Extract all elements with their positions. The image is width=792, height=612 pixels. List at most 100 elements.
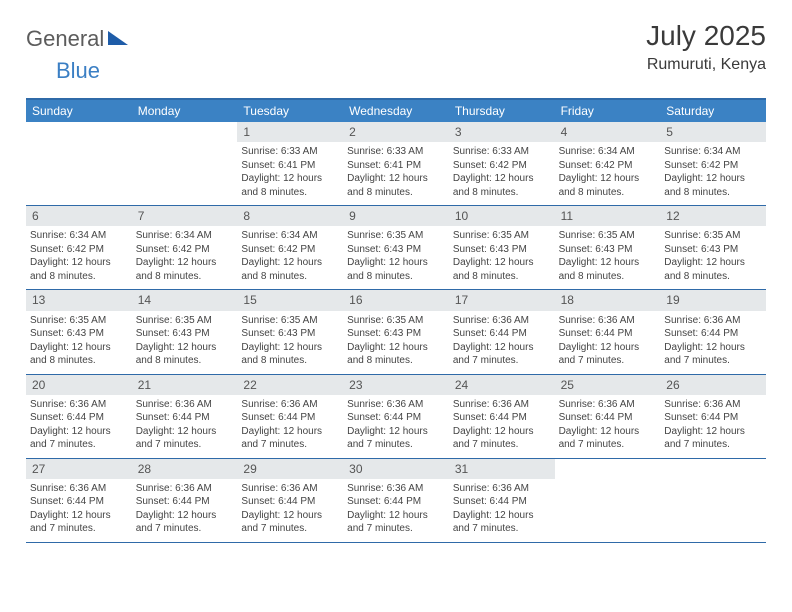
day-day2: and 7 minutes.: [241, 438, 339, 452]
day-cell: 1Sunrise: 6:33 AMSunset: 6:41 PMDaylight…: [237, 122, 343, 205]
weekday-mon: Monday: [132, 100, 238, 122]
day-number: 8: [237, 206, 343, 226]
day-sunset: Sunset: 6:43 PM: [664, 243, 762, 257]
day-day2: and 7 minutes.: [347, 438, 445, 452]
day-day2: and 8 minutes.: [241, 186, 339, 200]
day-day2: and 8 minutes.: [453, 186, 551, 200]
month-title: July 2025: [646, 20, 766, 52]
day-sunrise: Sunrise: 6:36 AM: [241, 482, 339, 496]
day-day2: and 8 minutes.: [241, 270, 339, 284]
weeks-container: 1Sunrise: 6:33 AMSunset: 6:41 PMDaylight…: [26, 122, 766, 543]
day-cell: 19Sunrise: 6:36 AMSunset: 6:44 PMDayligh…: [660, 290, 766, 373]
day-number: 12: [660, 206, 766, 226]
day-sunrise: Sunrise: 6:35 AM: [30, 314, 128, 328]
day-day2: and 7 minutes.: [453, 438, 551, 452]
day-day1: Daylight: 12 hours: [30, 425, 128, 439]
day-sunrise: Sunrise: 6:33 AM: [241, 145, 339, 159]
day-sunset: Sunset: 6:44 PM: [347, 495, 445, 509]
day-sunset: Sunset: 6:44 PM: [136, 411, 234, 425]
day-number: [132, 122, 238, 142]
day-cell: 26Sunrise: 6:36 AMSunset: 6:44 PMDayligh…: [660, 375, 766, 458]
day-day2: and 8 minutes.: [241, 354, 339, 368]
day-cell: 14Sunrise: 6:35 AMSunset: 6:43 PMDayligh…: [132, 290, 238, 373]
day-number: 4: [555, 122, 661, 142]
day-day1: Daylight: 12 hours: [453, 256, 551, 270]
day-number: 18: [555, 290, 661, 310]
location: Rumuruti, Kenya: [646, 56, 766, 74]
day-day1: Daylight: 12 hours: [559, 425, 657, 439]
day-day2: and 8 minutes.: [136, 354, 234, 368]
day-day2: and 7 minutes.: [347, 522, 445, 536]
day-sunrise: Sunrise: 6:34 AM: [30, 229, 128, 243]
day-sunset: Sunset: 6:44 PM: [30, 495, 128, 509]
calendar: Sunday Monday Tuesday Wednesday Thursday…: [26, 98, 766, 543]
day-number: 21: [132, 375, 238, 395]
day-day2: and 8 minutes.: [559, 186, 657, 200]
day-sunset: Sunset: 6:43 PM: [559, 243, 657, 257]
day-day2: and 8 minutes.: [30, 270, 128, 284]
day-sunrise: Sunrise: 6:36 AM: [30, 482, 128, 496]
day-sunrise: Sunrise: 6:33 AM: [347, 145, 445, 159]
day-day1: Daylight: 12 hours: [136, 256, 234, 270]
day-number: 29: [237, 459, 343, 479]
week-row: 20Sunrise: 6:36 AMSunset: 6:44 PMDayligh…: [26, 375, 766, 459]
day-number: 20: [26, 375, 132, 395]
day-sunset: Sunset: 6:44 PM: [664, 327, 762, 341]
day-cell: 11 Sunrise: 6:35 AMSunset: 6:43 PMDayligh…: [555, 206, 661, 289]
day-day2: and 7 minutes.: [664, 354, 762, 368]
day-cell: 18Sunrise: 6:36 AMSunset: 6:44 PMDayligh…: [555, 290, 661, 373]
day-day1: Daylight: 12 hours: [559, 172, 657, 186]
day-sunrise: Sunrise: 6:35 AM: [453, 229, 551, 243]
day-sunset: Sunset: 6:44 PM: [30, 411, 128, 425]
day-sunset: Sunset: 6:43 PM: [453, 243, 551, 257]
day-day2: and 8 minutes.: [30, 354, 128, 368]
day-number: 16: [343, 290, 449, 310]
day-day1: Daylight: 12 hours: [136, 425, 234, 439]
day-cell: [132, 122, 238, 205]
logo-text-blue: Blue: [26, 58, 100, 83]
logo-text-general: General: [26, 26, 104, 52]
day-day1: Daylight: 12 hours: [664, 172, 762, 186]
day-sunset: Sunset: 6:44 PM: [559, 327, 657, 341]
day-number: 1: [237, 122, 343, 142]
day-number: 6: [26, 206, 132, 226]
day-day1: Daylight: 12 hours: [347, 425, 445, 439]
day-day1: Daylight: 12 hours: [30, 256, 128, 270]
weekday-sat: Saturday: [660, 100, 766, 122]
day-sunrise: Sunrise: 6:34 AM: [559, 145, 657, 159]
day-day1: Daylight: 12 hours: [241, 341, 339, 355]
day-day2: and 7 minutes.: [559, 354, 657, 368]
day-number: 5: [660, 122, 766, 142]
day-cell: 25Sunrise: 6:36 AMSunset: 6:44 PMDayligh…: [555, 375, 661, 458]
day-day2: and 7 minutes.: [136, 438, 234, 452]
day-number: 11: [555, 206, 661, 226]
day-sunrise: Sunrise: 6:35 AM: [559, 229, 657, 243]
day-sunrise: Sunrise: 6:36 AM: [30, 398, 128, 412]
day-day2: and 8 minutes.: [664, 270, 762, 284]
day-cell: [555, 459, 661, 542]
day-day1: Daylight: 12 hours: [559, 256, 657, 270]
day-sunrise: Sunrise: 6:35 AM: [664, 229, 762, 243]
day-number: 17: [449, 290, 555, 310]
day-day2: and 7 minutes.: [30, 522, 128, 536]
day-cell: 7Sunrise: 6:34 AMSunset: 6:42 PMDaylight…: [132, 206, 238, 289]
day-sunrise: Sunrise: 6:36 AM: [453, 398, 551, 412]
day-sunrise: Sunrise: 6:36 AM: [664, 314, 762, 328]
day-day1: Daylight: 12 hours: [347, 172, 445, 186]
day-day2: and 8 minutes.: [136, 270, 234, 284]
day-sunset: Sunset: 6:43 PM: [241, 327, 339, 341]
day-day1: Daylight: 12 hours: [241, 509, 339, 523]
day-day1: Daylight: 12 hours: [664, 256, 762, 270]
day-cell: 4Sunrise: 6:34 AMSunset: 6:42 PMDaylight…: [555, 122, 661, 205]
day-day1: Daylight: 12 hours: [241, 172, 339, 186]
day-day1: Daylight: 12 hours: [30, 509, 128, 523]
day-day1: Daylight: 12 hours: [241, 425, 339, 439]
day-number: 27: [26, 459, 132, 479]
day-day1: Daylight: 12 hours: [453, 172, 551, 186]
day-sunrise: Sunrise: 6:36 AM: [136, 398, 234, 412]
week-row: 13Sunrise: 6:35 AMSunset: 6:43 PMDayligh…: [26, 290, 766, 374]
day-sunrise: Sunrise: 6:35 AM: [241, 314, 339, 328]
day-cell: 24Sunrise: 6:36 AMSunset: 6:44 PMDayligh…: [449, 375, 555, 458]
day-number: 26: [660, 375, 766, 395]
day-sunrise: Sunrise: 6:36 AM: [453, 314, 551, 328]
